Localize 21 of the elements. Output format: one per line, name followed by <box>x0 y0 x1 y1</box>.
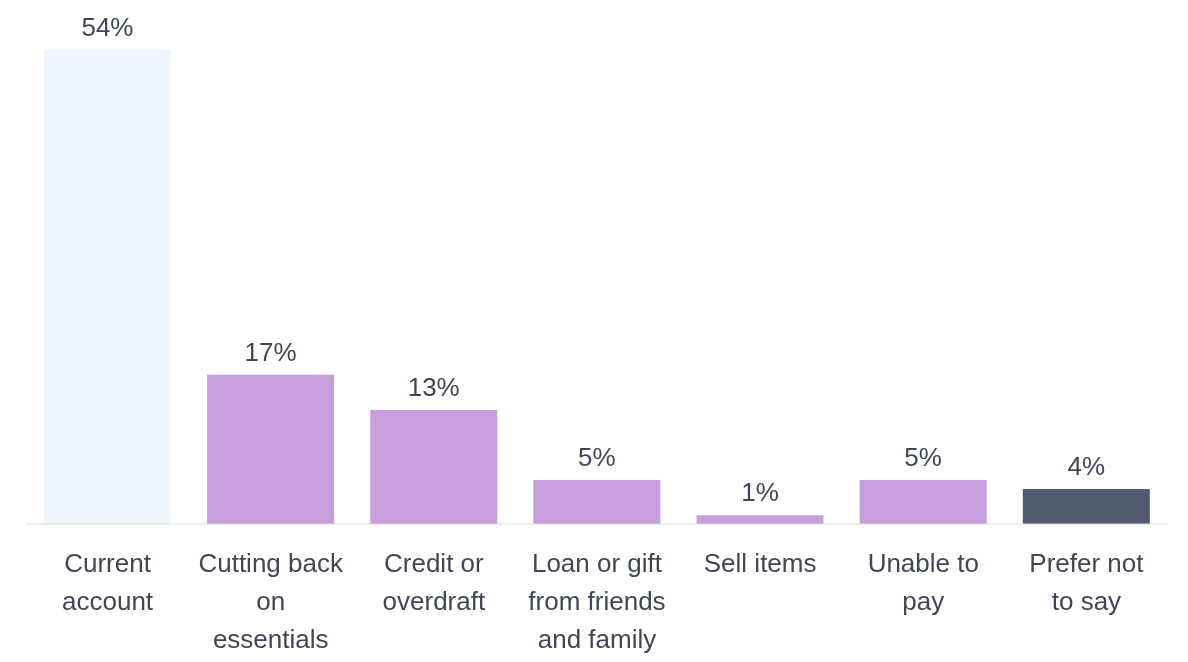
bar <box>533 480 661 524</box>
x-tick-label: Current account <box>62 548 154 616</box>
bar <box>207 374 335 524</box>
bar <box>43 50 171 524</box>
bar <box>370 409 498 524</box>
bar <box>696 515 824 524</box>
x-tick-label: Cutting back on essentials <box>198 548 344 654</box>
data-label: 5% <box>578 442 616 473</box>
x-tick-label: Loan or gift from friends and family <box>528 548 666 654</box>
data-label: 1% <box>741 477 779 508</box>
bar <box>859 480 987 524</box>
x-tick-label: Sell items <box>703 548 817 578</box>
x-tick-label: Prefer not to say <box>1029 548 1145 616</box>
x-tick-label: Unable to pay <box>867 548 979 616</box>
x-tick-label: Credit or overdraft <box>382 548 486 616</box>
data-label: 13% <box>407 371 460 402</box>
data-label: 5% <box>904 442 942 473</box>
data-label: 54% <box>81 12 134 42</box>
data-label: 4% <box>1067 450 1106 481</box>
bar <box>1022 488 1150 524</box>
data-label: 17% <box>244 336 297 367</box>
